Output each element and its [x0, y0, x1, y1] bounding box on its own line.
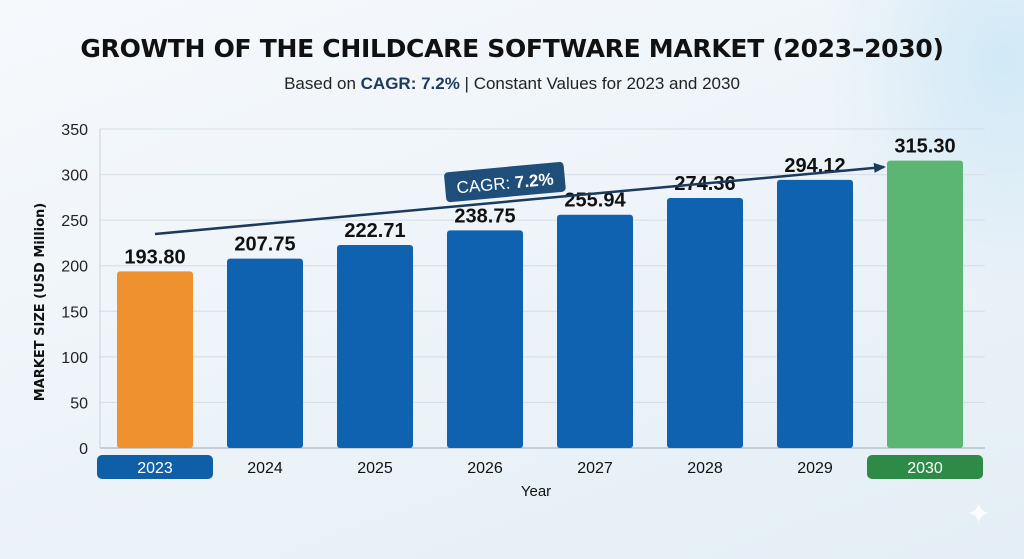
x-tick-label-2025: 2025 [357, 460, 393, 477]
y-tick-label: 350 [61, 122, 88, 139]
x-axis-ticks: 2023 2024 2025 2026 2027 2028 2029 2030 [97, 455, 983, 479]
y-tick-label: 150 [61, 304, 88, 321]
x-tick-label-2026: 2026 [467, 460, 503, 477]
chart-subtitle: Based on CAGR: 7.2% | Constant Values fo… [0, 74, 1024, 94]
cagr-badge-value: 7.2% [514, 170, 554, 192]
y-tick-label: 300 [61, 168, 88, 185]
value-labels: 193.80207.75222.71238.75255.94274.36294.… [124, 136, 955, 269]
bar-2023 [117, 271, 193, 448]
x-tick-label-2023: 2023 [137, 460, 173, 477]
x-axis-title: Year [521, 483, 551, 500]
value-label-2024: 207.75 [234, 234, 295, 256]
cagr-trend-arrow: CAGR: 7.2% [154, 161, 886, 236]
x-tick-label-2027: 2027 [577, 460, 613, 477]
y-tick-label: 50 [70, 395, 88, 412]
y-tick-label: 100 [61, 350, 88, 367]
subtitle-suffix: | Constant Values for 2023 and 2030 [459, 74, 740, 93]
value-label-2030: 315.30 [894, 136, 955, 158]
subtitle-prefix: Based on [284, 74, 361, 93]
value-label-2023: 193.80 [124, 246, 185, 268]
y-axis-ticks: 0 50 100 150 200 250 300 350 [61, 122, 88, 458]
cagr-badge: CAGR: 7.2% [444, 161, 566, 203]
bar-2030 [887, 160, 963, 448]
sparkle-icon: ✦ [966, 498, 992, 531]
bar-2028 [667, 197, 743, 448]
chart-title: GROWTH OF THE CHILDCARE SOFTWARE MARKET … [80, 34, 944, 63]
y-tick-label: 0 [79, 441, 88, 458]
bar-2024 [227, 258, 303, 448]
bars [117, 160, 963, 448]
bar-2026 [447, 230, 523, 448]
x-tick-label-2029: 2029 [797, 460, 833, 477]
x-tick-badge-2030 [867, 455, 983, 479]
trend-arrow-line [154, 162, 886, 236]
x-tick-badge-2023 [97, 455, 213, 479]
bar-2029 [777, 179, 853, 448]
y-axis-title: MARKET SIZE (USD Million) [33, 203, 48, 401]
y-tick-label: 200 [61, 259, 88, 276]
x-tick-label-2024: 2024 [247, 460, 283, 477]
subtitle-cagr-highlight: CAGR: 7.2% [360, 74, 460, 93]
x-tick-label-2030: 2030 [907, 460, 943, 477]
cagr-badge-bg [444, 161, 566, 203]
bar-2025 [337, 245, 413, 448]
bar-2027 [557, 214, 633, 448]
y-tick-label: 250 [61, 213, 88, 230]
value-label-2026: 238.75 [454, 205, 515, 227]
x-tick-label-2028: 2028 [687, 460, 723, 477]
value-label-2025: 222.71 [344, 220, 405, 242]
